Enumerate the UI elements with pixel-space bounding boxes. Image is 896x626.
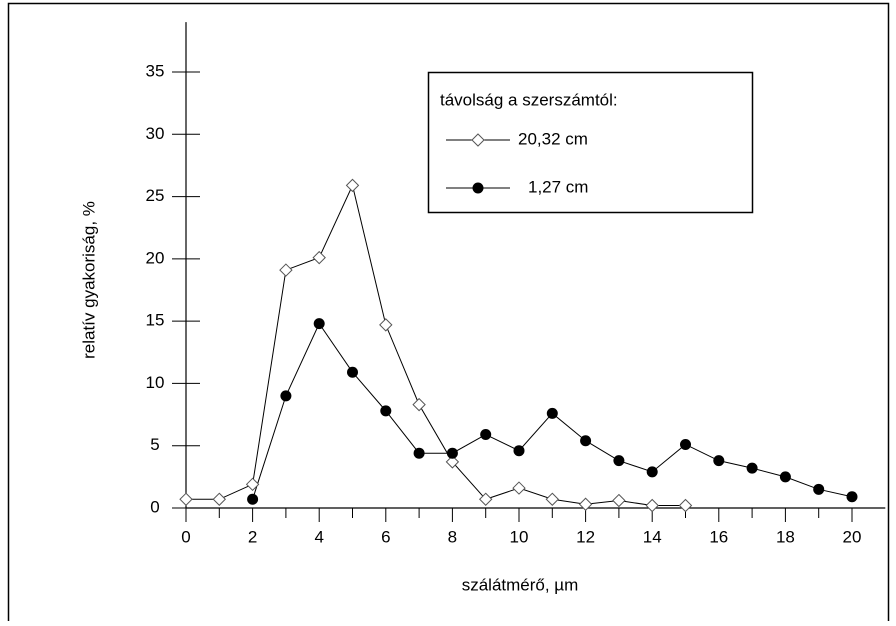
frame: [7, 2, 890, 626]
data-point: [613, 455, 625, 467]
data-point: [746, 462, 758, 474]
data-point: [345, 178, 360, 193]
legend-title: távolság a szerszámtól:: [440, 90, 618, 109]
legend-marker: [471, 133, 485, 147]
data-point: [478, 492, 493, 506]
legend-label: 1,27 cm: [528, 177, 588, 196]
data-point: [446, 447, 458, 459]
data-point: [612, 493, 626, 508]
data-point: [247, 493, 259, 505]
data-point: [678, 498, 693, 513]
x-tick-label: 10: [510, 527, 529, 546]
x-tick-label: 14: [643, 527, 662, 546]
data-point: [713, 455, 725, 467]
data-point: [578, 497, 593, 511]
x-tick-label: 4: [314, 527, 323, 546]
y-tick-label: 25: [146, 186, 165, 205]
data-point: [680, 438, 691, 450]
data-point: [645, 498, 659, 513]
x-tick-label: 12: [576, 527, 595, 546]
data-point: [513, 445, 525, 457]
y-tick-label: 10: [146, 373, 165, 392]
data-point: [179, 492, 193, 506]
data-point: [546, 407, 558, 419]
x-tick-label: 8: [448, 527, 457, 546]
x-tick-label: 6: [381, 527, 390, 546]
data-point: [379, 318, 393, 332]
data-point: [813, 483, 825, 495]
legend-label: 20,32 cm: [518, 129, 588, 148]
x-tick-label: 2: [248, 527, 257, 546]
y-tick-label: 0: [150, 497, 159, 516]
data-point: [646, 466, 658, 478]
x-tick-label: 18: [776, 527, 795, 546]
data-point: [413, 447, 425, 459]
data-point: [313, 318, 325, 330]
data-point: [312, 250, 326, 265]
y-tick-label: 30: [146, 124, 165, 143]
data-point: [545, 492, 560, 506]
y-axis-label: relatív gyakoriság, %: [79, 201, 98, 359]
data-point: [779, 471, 791, 483]
y-tick-label: 35: [146, 61, 165, 80]
data-point: [412, 397, 426, 412]
data-point: [347, 366, 358, 378]
data-point: [580, 435, 592, 447]
y-tick-label: 5: [150, 435, 159, 454]
y-tick-label: 20: [146, 248, 165, 267]
data-point: [512, 481, 526, 495]
data-point: [212, 492, 227, 506]
x-tick-label: 16: [709, 527, 728, 546]
data-point: [280, 390, 292, 402]
y-tick-label: 15: [146, 311, 165, 330]
data-point: [380, 405, 392, 417]
data-point: [480, 429, 492, 441]
x-tick-label: 20: [843, 527, 862, 546]
series-line: [186, 183, 686, 507]
x-tick-label: 0: [181, 527, 190, 546]
data-point: [279, 263, 293, 277]
data-point: [245, 477, 260, 492]
legend-marker: [472, 182, 484, 194]
data-point: [445, 455, 460, 469]
data-point: [846, 491, 858, 503]
x-axis-label: szálátmérő, µm: [462, 575, 579, 594]
